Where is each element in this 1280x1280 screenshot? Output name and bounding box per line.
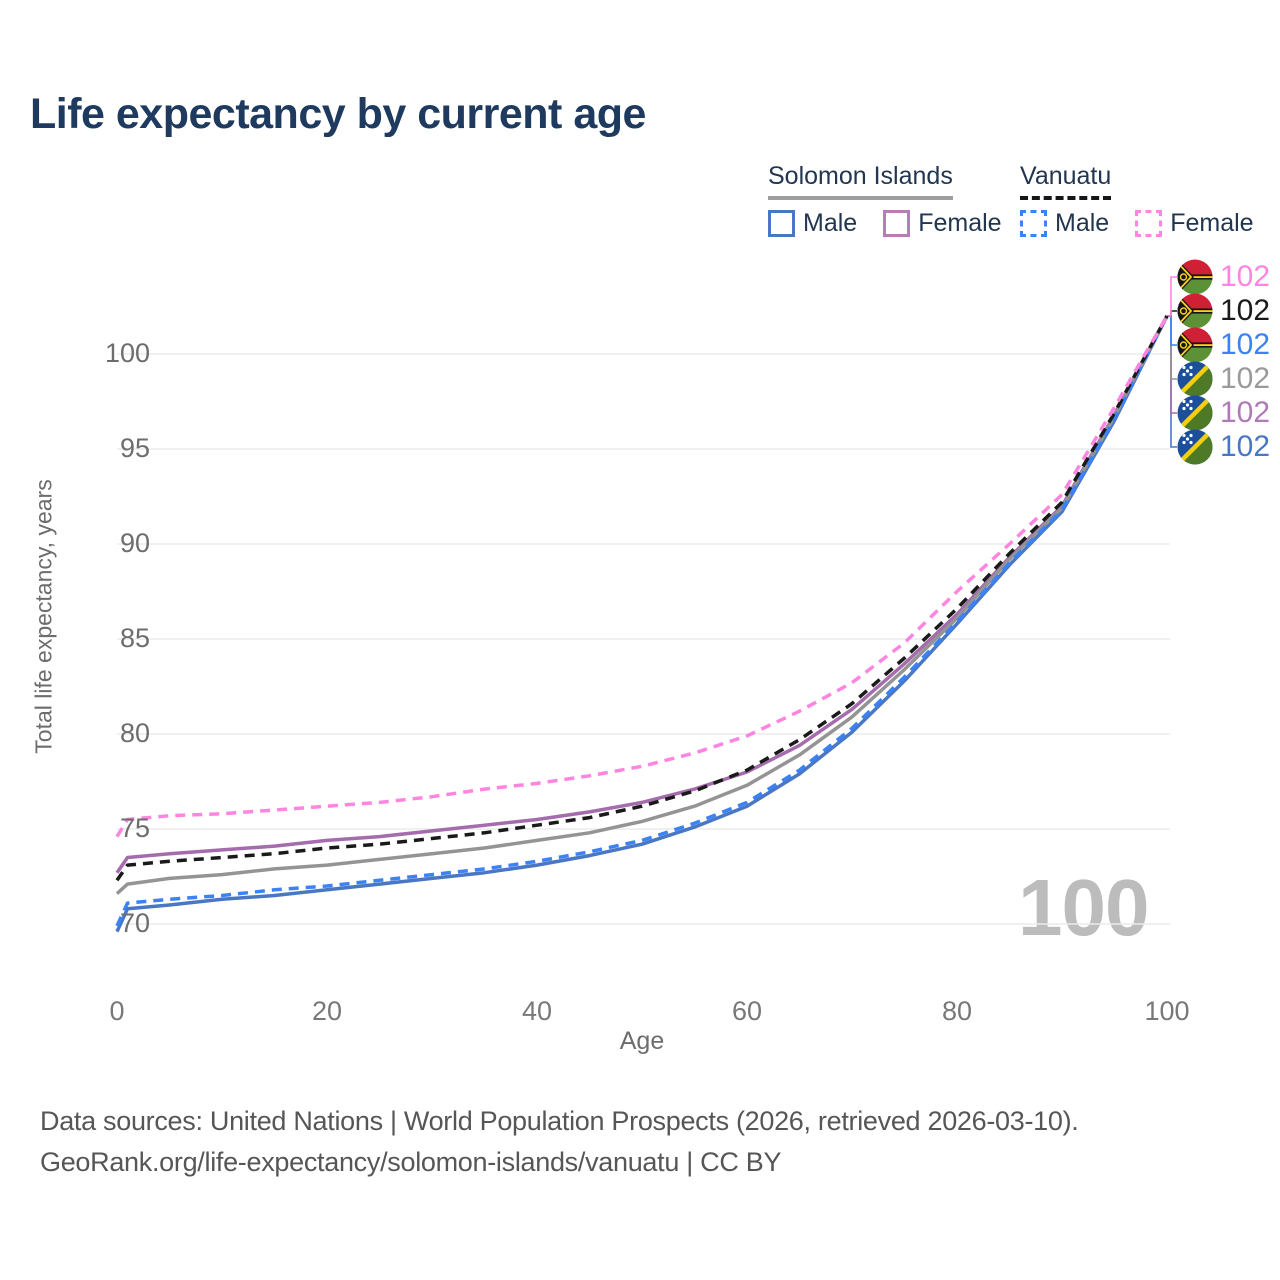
end-label-value: 102 xyxy=(1220,430,1271,463)
legend-swatch xyxy=(1135,210,1163,237)
end-label-row-solomon-islands-both-sexes: 102 xyxy=(1177,361,1270,397)
end-label-leader-5 xyxy=(1167,315,1177,448)
end-label-row-vanuatu-female: 102 xyxy=(1177,259,1270,295)
y-tick-70: 70 xyxy=(119,908,150,938)
end-label-leader-4 xyxy=(1167,315,1177,414)
legend-items-solomon-islands: Male Female xyxy=(768,209,1002,238)
y-tick-95: 95 xyxy=(119,433,150,463)
legend-country-solomon-islands: Solomon Islands xyxy=(768,162,953,200)
legend-country-vanuatu: Vanuatu xyxy=(1020,162,1112,200)
end-label-leader-0 xyxy=(1167,276,1177,317)
legend-swatch xyxy=(1020,210,1047,237)
vanuatu-flag-icon xyxy=(1177,259,1213,295)
legend-item-label: Female xyxy=(1170,209,1254,237)
legend-items-vanuatu: Male Female xyxy=(1020,209,1254,238)
end-label-leader-2 xyxy=(1167,315,1177,346)
x-tick-60: 60 xyxy=(731,996,763,1026)
legend-item-solomon-islands-female[interactable]: Female xyxy=(883,209,1002,238)
series-line-vanuatu-male xyxy=(115,315,1169,927)
series-line-vanuatu-female xyxy=(115,315,1169,838)
x-tick-0: 0 xyxy=(109,996,125,1026)
y-tick-80: 80 xyxy=(119,718,150,748)
end-label-row-solomon-islands-female: 102 xyxy=(1177,395,1270,431)
legend-group-solomon-islands: Solomon Islands Male Female xyxy=(768,162,1002,238)
legend-swatch xyxy=(768,210,795,237)
legend-swatch xyxy=(883,210,911,237)
x-tick-40: 40 xyxy=(521,996,553,1026)
end-label-row-vanuatu-both-sexes: 102 xyxy=(1177,293,1270,329)
x-axis-title: Age xyxy=(619,1027,665,1055)
legend-item-solomon-islands-male[interactable]: Male xyxy=(768,209,857,238)
x-tick-20: 20 xyxy=(311,996,343,1026)
legend-item-label: Female xyxy=(918,209,1002,237)
series-line-vanuatu-both-sexes xyxy=(115,315,1169,882)
series-line-solomon-islands-both-sexes xyxy=(115,315,1169,895)
footer-data-sources: Data sources: United Nations | World Pop… xyxy=(40,1106,1079,1136)
legend-item-label: Male xyxy=(1055,209,1110,237)
legend-item-label: Male xyxy=(803,209,858,237)
end-label-value: 102 xyxy=(1220,328,1271,361)
page-title: Life expectancy by current age xyxy=(30,90,646,138)
end-label-row-vanuatu-male: 102 xyxy=(1177,327,1270,363)
end-label-value: 102 xyxy=(1220,362,1271,395)
end-label-value: 102 xyxy=(1220,260,1271,293)
solomon-islands-flag-icon xyxy=(1177,395,1213,431)
end-label-row-solomon-islands-male: 102 xyxy=(1177,429,1270,465)
y-tick-90: 90 xyxy=(119,528,150,558)
legend-group-vanuatu: Vanuatu Male Female xyxy=(1020,162,1254,238)
x-tick-80: 80 xyxy=(941,996,973,1026)
legend-item-vanuatu-female[interactable]: Female xyxy=(1135,209,1254,238)
end-label-value: 102 xyxy=(1220,294,1271,327)
x-tick-100: 100 xyxy=(1144,996,1190,1026)
vanuatu-flag-icon xyxy=(1177,327,1213,363)
y-tick-85: 85 xyxy=(119,623,150,653)
series-line-solomon-islands-female xyxy=(115,315,1169,874)
solomon-islands-flag-icon xyxy=(1177,429,1213,465)
y-tick-75: 75 xyxy=(119,813,150,843)
footer-attribution: GeoRank.org/life-expectancy/solomon-isla… xyxy=(40,1147,782,1177)
y-tick-100: 100 xyxy=(104,338,150,368)
solomon-islands-flag-icon xyxy=(1177,361,1213,397)
legend: Solomon Islands Male Female Vanuatu Male… xyxy=(0,162,1280,246)
legend-item-vanuatu-male[interactable]: Male xyxy=(1020,209,1109,238)
y-axis-title: Total life expectancy, years xyxy=(30,479,57,754)
age-indicator-watermark: 100 xyxy=(1018,863,1149,952)
end-label-leader-3 xyxy=(1167,315,1177,380)
end-label-value: 102 xyxy=(1220,396,1271,429)
vanuatu-flag-icon xyxy=(1177,293,1213,329)
